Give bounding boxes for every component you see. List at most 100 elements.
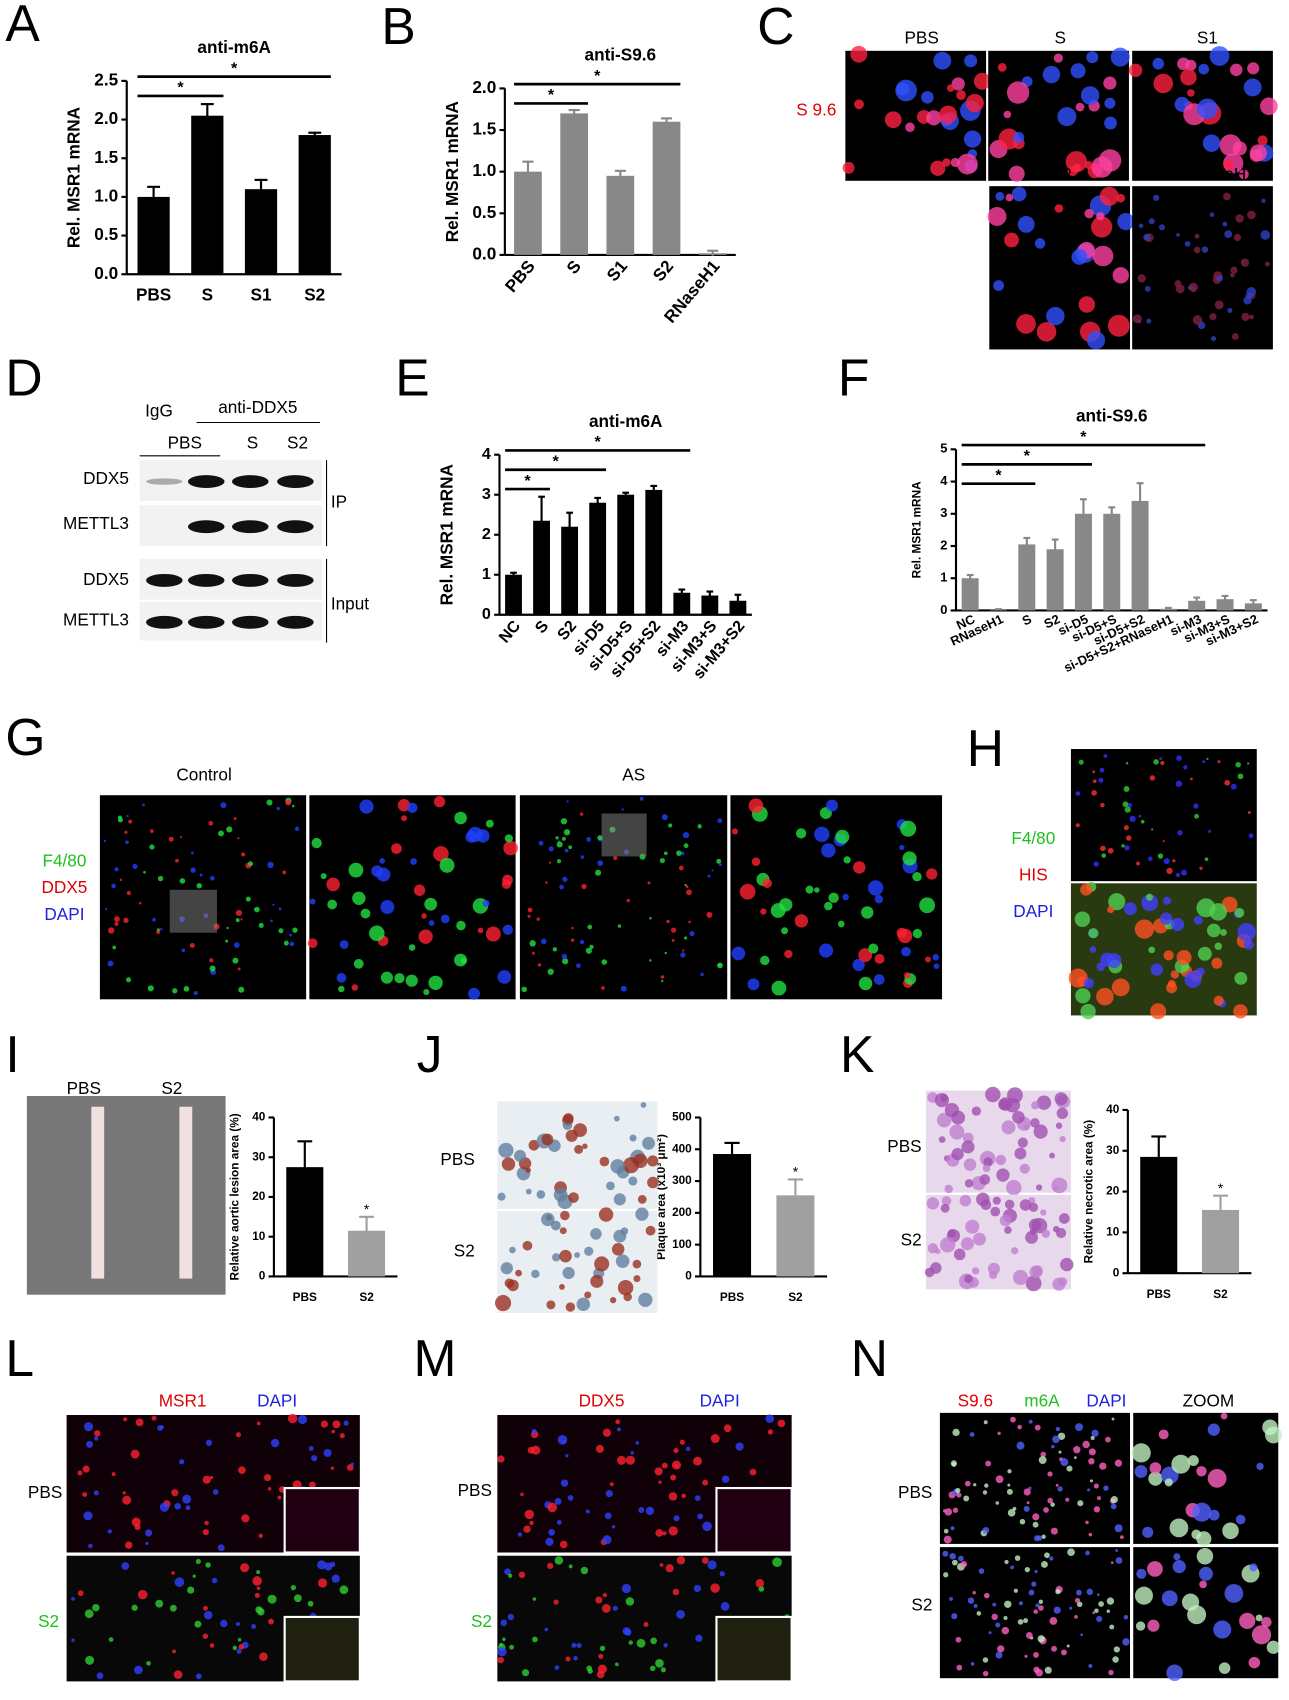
cell (532, 1636, 538, 1643)
x-tick-label: PBS (293, 1290, 317, 1304)
cell (701, 1557, 709, 1564)
error-bar (678, 588, 686, 596)
cell (1019, 1518, 1026, 1525)
cell (501, 879, 512, 889)
group-label: S2 (911, 1595, 932, 1615)
cell (515, 1269, 522, 1277)
cell (195, 1673, 202, 1680)
cell (660, 1667, 666, 1673)
cell (1093, 1483, 1099, 1489)
cell (238, 1644, 245, 1650)
cell (571, 926, 574, 930)
error-bar (1051, 538, 1059, 559)
cell (209, 1643, 215, 1648)
cell (629, 1134, 637, 1142)
cell (320, 1420, 328, 1428)
cell (565, 1656, 571, 1662)
cell (1247, 210, 1256, 220)
cell (1207, 1423, 1221, 1436)
cell (174, 1577, 185, 1587)
cell (401, 815, 408, 822)
cell (976, 1611, 982, 1616)
cell (1199, 866, 1203, 870)
cell (380, 900, 395, 915)
cell (331, 1429, 336, 1434)
cell (932, 953, 940, 961)
cell (1163, 950, 1174, 961)
cell (238, 986, 245, 993)
cell (203, 1605, 208, 1611)
y-tick-label: 500 (672, 1110, 692, 1124)
cell (933, 963, 940, 970)
cell (1233, 233, 1242, 242)
cell (185, 1505, 191, 1511)
cell (1247, 810, 1251, 815)
cell (1080, 883, 1093, 896)
cell (237, 967, 241, 971)
cell (554, 1498, 562, 1505)
cell (502, 924, 513, 935)
cell (956, 1664, 963, 1671)
cell (545, 1537, 554, 1547)
cell (718, 863, 722, 867)
panel-letter: M (414, 1329, 457, 1387)
bar (505, 574, 522, 615)
cell (751, 857, 761, 866)
cell (503, 840, 518, 856)
cell (237, 1638, 242, 1642)
cell (940, 1203, 950, 1213)
cell (617, 1279, 634, 1296)
cell (1080, 86, 1100, 105)
cell (1148, 1471, 1163, 1486)
cell (853, 861, 866, 874)
cell (995, 1501, 1000, 1505)
cell (1190, 777, 1193, 781)
cell (93, 1490, 99, 1496)
cell (126, 814, 129, 818)
x-tick-label: S (531, 617, 552, 637)
cell (1169, 1518, 1189, 1538)
cell (661, 979, 664, 983)
cell (706, 911, 713, 918)
cell (689, 931, 695, 937)
cell (884, 111, 902, 129)
band (232, 475, 269, 489)
cell (560, 1210, 570, 1221)
cell (626, 898, 630, 903)
cell (1036, 322, 1057, 342)
cell (1187, 89, 1195, 97)
cell (952, 1428, 960, 1437)
cell (610, 1159, 626, 1174)
group-label: S2 (161, 1078, 182, 1098)
cell (601, 986, 605, 990)
cell (554, 1665, 560, 1670)
cell (202, 1529, 209, 1536)
cell (264, 1474, 272, 1482)
cell (1158, 1429, 1169, 1440)
cell (179, 878, 186, 884)
cell (517, 1532, 523, 1537)
cell (1162, 896, 1172, 905)
error-bar (706, 590, 714, 600)
cell (1054, 1092, 1068, 1106)
row-label: DDX5 (83, 468, 129, 488)
cell (899, 844, 905, 851)
cell (1123, 1614, 1129, 1620)
cell (1207, 1468, 1227, 1488)
cell (1170, 970, 1180, 979)
cell (647, 1176, 659, 1189)
cell (1209, 212, 1215, 217)
cell (1008, 165, 1025, 182)
cell (1123, 825, 1129, 831)
cell (1223, 159, 1234, 171)
cell (123, 1417, 128, 1422)
cell (1017, 1424, 1022, 1430)
cell (1088, 1532, 1093, 1537)
significance-star: * (177, 79, 184, 97)
cell (498, 1142, 514, 1158)
cell (192, 1574, 196, 1578)
cell (1219, 134, 1242, 157)
x-tick-label: S1 (602, 256, 631, 285)
cell (130, 1449, 140, 1459)
cell (159, 1425, 164, 1430)
